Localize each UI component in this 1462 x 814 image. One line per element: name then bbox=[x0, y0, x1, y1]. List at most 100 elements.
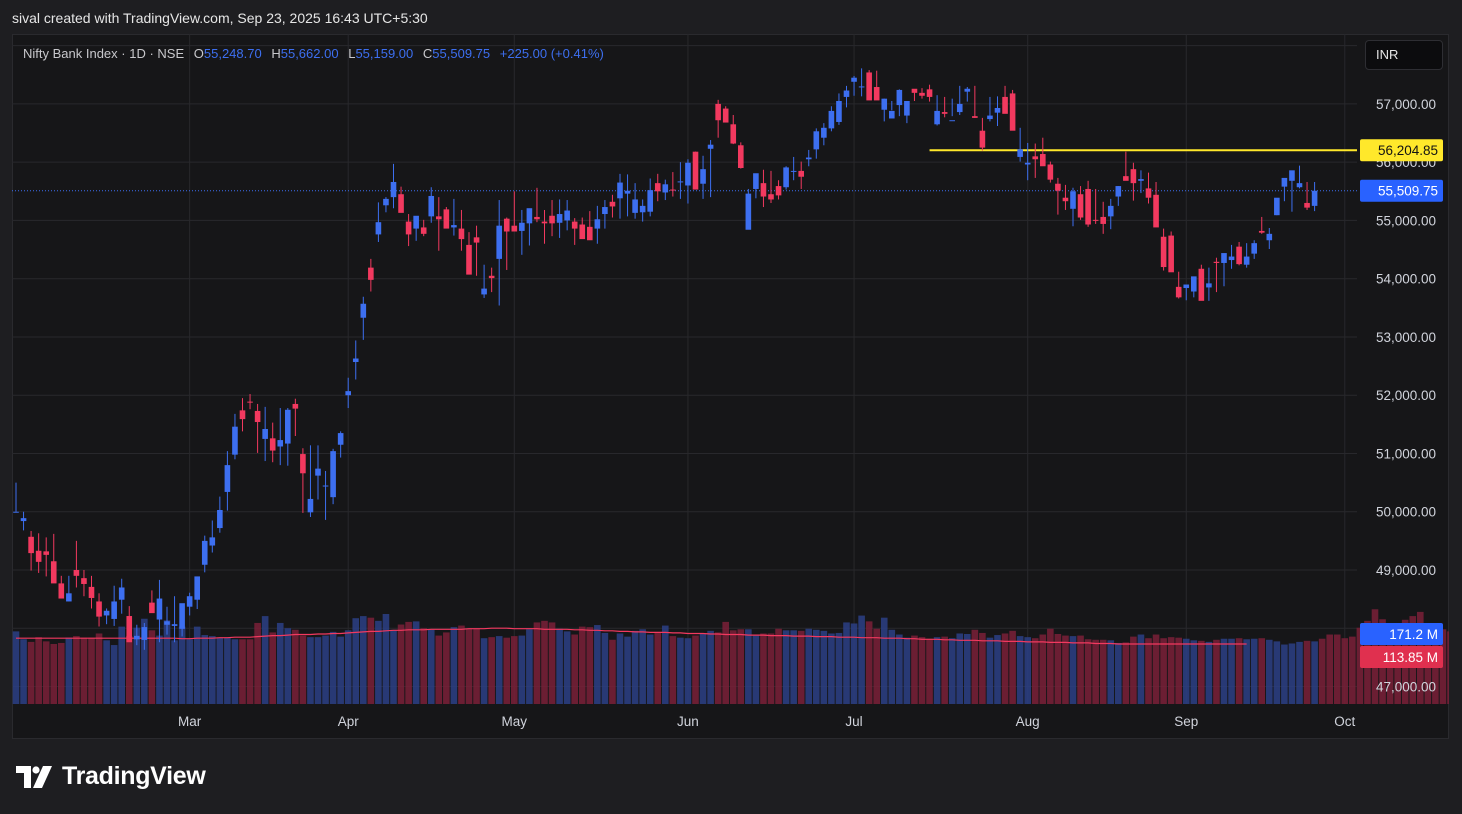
candle-body bbox=[873, 87, 880, 101]
volume-bar bbox=[918, 637, 926, 704]
volume-bar bbox=[948, 638, 956, 704]
volume-bar bbox=[933, 637, 941, 704]
candle-body bbox=[1130, 169, 1137, 184]
attribution: sival created with TradingView.com, Sep … bbox=[12, 10, 428, 26]
candle-body bbox=[609, 201, 616, 207]
candle-body bbox=[1168, 235, 1174, 273]
candle-body bbox=[473, 237, 480, 243]
candle-body bbox=[941, 112, 948, 114]
candle-body bbox=[300, 454, 306, 474]
volume-bar bbox=[246, 639, 254, 704]
volume-bar bbox=[737, 629, 745, 704]
volume-bar bbox=[163, 620, 171, 704]
y-tick-label: 57,000.00 bbox=[1376, 97, 1436, 112]
volume-bar bbox=[858, 615, 865, 704]
volume-bar bbox=[873, 628, 880, 704]
volume-bar bbox=[797, 630, 805, 704]
brand-name: TradingView bbox=[62, 762, 206, 790]
candle-body bbox=[345, 391, 351, 396]
volume-bar bbox=[239, 639, 246, 704]
y-tick-label: 49,000.00 bbox=[1376, 563, 1436, 578]
volume-bar bbox=[50, 644, 58, 704]
candle-body bbox=[745, 193, 752, 230]
volume-bar bbox=[1190, 640, 1198, 704]
volume-bar bbox=[292, 629, 299, 704]
candle-body bbox=[866, 72, 872, 101]
high-value: 55,662.00 bbox=[280, 46, 339, 61]
candle-body bbox=[375, 222, 382, 235]
candle-body bbox=[1055, 183, 1061, 191]
volume-bar bbox=[571, 634, 578, 704]
volume-bar bbox=[1182, 638, 1190, 704]
change-value: +225.00 (+0.41%) bbox=[499, 46, 604, 61]
candle-body bbox=[1153, 194, 1159, 228]
candle-body bbox=[383, 198, 389, 206]
candle-body bbox=[141, 627, 148, 640]
candle-body bbox=[247, 401, 253, 403]
candle-body bbox=[956, 103, 963, 113]
volume-bar bbox=[594, 625, 601, 704]
y-tick-label: 55,000.00 bbox=[1376, 213, 1436, 228]
candle-body bbox=[503, 218, 510, 232]
volume-bar bbox=[911, 635, 918, 704]
volume-bar bbox=[148, 630, 156, 704]
candle-body bbox=[254, 410, 261, 423]
candle-body bbox=[481, 288, 487, 295]
currency-button[interactable]: INR bbox=[1365, 40, 1443, 70]
volume-bar bbox=[216, 637, 224, 704]
candle-body bbox=[28, 536, 34, 554]
candle-body bbox=[934, 110, 940, 125]
candle-body bbox=[889, 110, 895, 119]
last-price-tag-text: 55,509.75 bbox=[1378, 184, 1438, 199]
candle-body bbox=[1002, 96, 1008, 114]
volume-bar bbox=[662, 625, 669, 704]
volume-bar bbox=[329, 631, 337, 704]
volume-bar bbox=[375, 620, 382, 704]
candle-body bbox=[337, 433, 344, 445]
candle-body bbox=[798, 170, 804, 177]
price-chart[interactable]: 58,000.0057,000.0056,000.0055,000.0054,0… bbox=[12, 34, 1449, 739]
candle-body bbox=[602, 207, 608, 215]
candle-body bbox=[277, 440, 284, 447]
level-price-tag-text: 56,204.85 bbox=[1378, 143, 1438, 158]
candle-body bbox=[987, 115, 993, 120]
candle-body bbox=[738, 145, 744, 168]
candle-body bbox=[315, 468, 321, 476]
candle-body bbox=[828, 110, 835, 129]
volume-bar bbox=[646, 634, 654, 704]
volume-bar bbox=[533, 622, 541, 704]
tradingview-brand[interactable]: TradingView bbox=[16, 762, 206, 791]
chart-panel bbox=[12, 34, 1449, 739]
candle-body bbox=[1017, 149, 1023, 157]
volume-bar bbox=[964, 634, 971, 704]
volume-bar bbox=[601, 632, 609, 704]
y-tick-label: 50,000.00 bbox=[1376, 505, 1436, 520]
volume-ma-line bbox=[16, 627, 1247, 645]
volume-bar bbox=[828, 633, 835, 704]
volume-bar bbox=[782, 630, 790, 704]
volume-bar bbox=[178, 626, 186, 704]
candle-body bbox=[639, 205, 646, 213]
candle-body bbox=[171, 624, 178, 626]
candle-body bbox=[35, 550, 42, 562]
candle-body bbox=[1206, 283, 1212, 288]
last-price-tag-bg bbox=[1360, 179, 1443, 202]
candle-body bbox=[1092, 219, 1099, 221]
candle-body bbox=[587, 226, 593, 241]
volume-bar bbox=[775, 628, 782, 704]
volume-bar bbox=[450, 627, 458, 704]
volume-bar bbox=[1084, 639, 1092, 704]
candle-body bbox=[1289, 170, 1295, 181]
candle-body bbox=[1236, 246, 1242, 265]
y-tick-label: 47,000.00 bbox=[1376, 680, 1436, 695]
x-tick-label: Mar bbox=[178, 714, 202, 729]
candle-body bbox=[368, 267, 374, 280]
volume-bar bbox=[1167, 637, 1175, 704]
candle-body bbox=[1304, 202, 1310, 208]
candle-body bbox=[654, 183, 661, 192]
candle-body bbox=[926, 89, 933, 97]
candle-body bbox=[1107, 205, 1114, 217]
volume-bar bbox=[1175, 637, 1182, 704]
candle-body bbox=[1085, 188, 1091, 225]
volume-bar bbox=[865, 621, 873, 704]
